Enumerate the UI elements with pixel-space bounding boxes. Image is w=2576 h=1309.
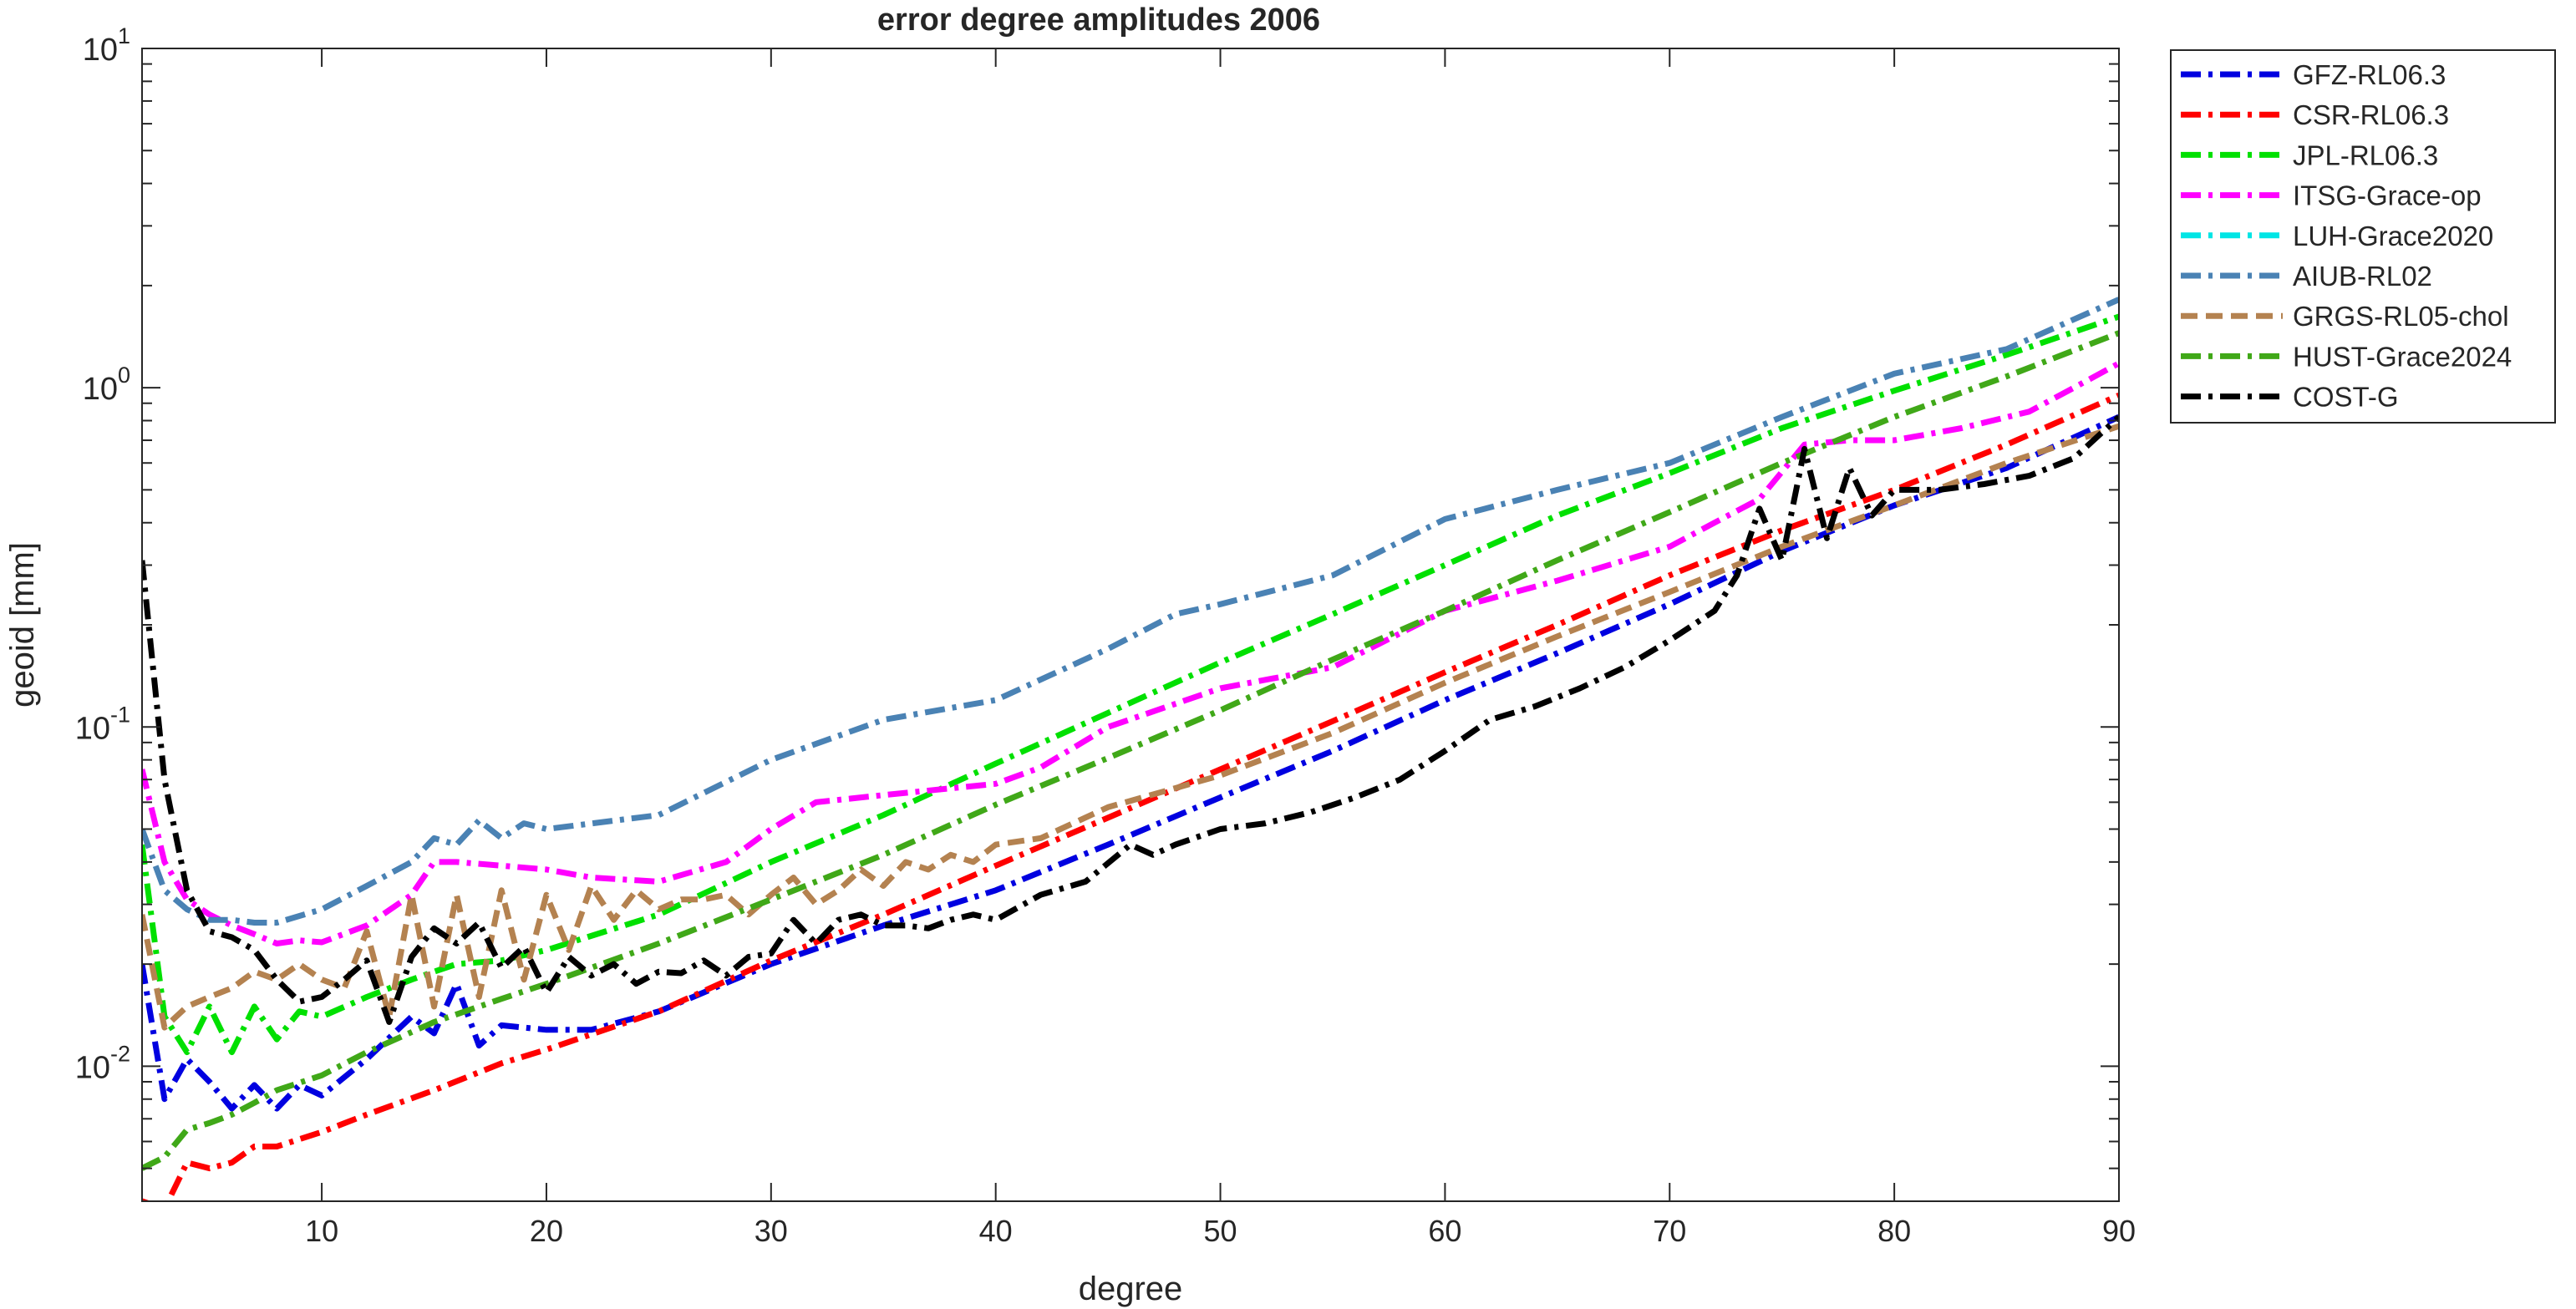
legend-entry-7: HUST-Grace2024 [2293, 341, 2512, 372]
x-tick-label: 20 [530, 1214, 563, 1248]
legend-entry-6: GRGS-RL05-chol [2293, 301, 2509, 332]
y-tick-label: 10-1 [75, 702, 130, 746]
series-line-3 [142, 360, 2119, 946]
y-axis: 10-2 10-1 100 101 [75, 23, 2119, 1169]
y-axis-label: geoid [mm] [4, 542, 41, 708]
legend-entry-0: GFZ-RL06.3 [2293, 59, 2446, 90]
y-tick-label: 101 [83, 23, 130, 68]
x-tick-label: 60 [1428, 1214, 1461, 1248]
x-tick-label: 90 [2102, 1214, 2136, 1248]
x-axis-label: degree [1079, 1271, 1183, 1307]
series-line-2 [142, 313, 2119, 1056]
legend-items: GFZ-RL06.3 CSR-RL06.3 JPL-RL06.3 ITSG-Grace… [2181, 59, 2512, 413]
legend-entry-2: JPL-RL06.3 [2293, 140, 2438, 170]
x-tick-label: 10 [305, 1214, 338, 1248]
legend-entry-5: AIUB-RL02 [2293, 261, 2432, 292]
y-tick-label: 10-2 [75, 1041, 130, 1085]
series-line-7 [142, 330, 2119, 1171]
legend-entry-1: CSR-RL06.3 [2293, 99, 2449, 130]
series-line-6 [142, 423, 2119, 1031]
chart-title: error degree amplitudes 2006 [877, 3, 1320, 38]
legend-entry-4: LUH-Grace2020 [2293, 221, 2493, 251]
series-layer [142, 297, 2119, 1201]
legend-entry-8: COST-G [2293, 382, 2399, 413]
x-tick-label: 30 [755, 1214, 788, 1248]
x-tick-label: 70 [1653, 1214, 1686, 1248]
x-tick-label: 40 [979, 1214, 1013, 1248]
series-line-8 [142, 414, 2119, 1025]
series-line-1 [142, 392, 2119, 1201]
legend-entry-3: ITSG-Grace-op [2293, 180, 2482, 211]
x-tick-label: 80 [1877, 1214, 1911, 1248]
series-line-5 [142, 297, 2119, 926]
legend: GFZ-RL06.3 CSR-RL06.3 JPL-RL06.3 ITSG-Grace… [2170, 49, 2556, 424]
series-line-0 [142, 414, 2119, 1112]
y-tick-label: 100 [83, 363, 130, 407]
x-axis: 10 20 30 40 50 60 70 80 90 [305, 48, 2136, 1248]
x-tick-label: 50 [1204, 1214, 1237, 1248]
